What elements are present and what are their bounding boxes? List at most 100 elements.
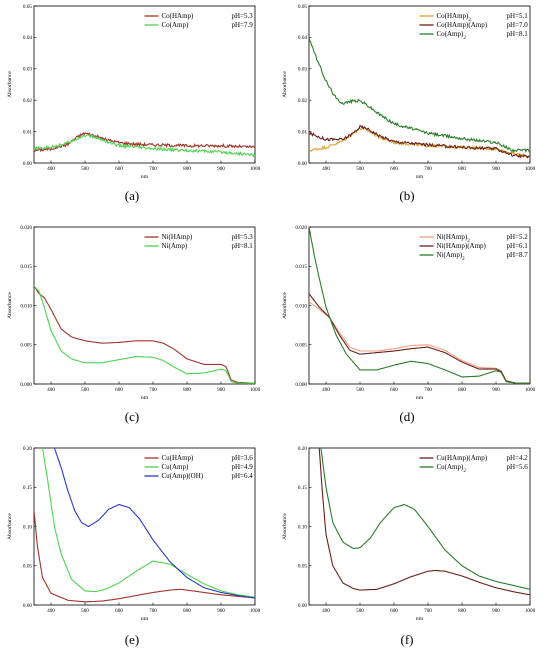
y-tick-label: 0.15: [23, 485, 32, 491]
chart-panel-c: 400 500 600 700 800 900 1000 0.000 0.005 0.010 0.0…: [0, 221, 275, 439]
x-axis-label: nm: [141, 174, 149, 180]
x-tick-label: 1000: [525, 387, 536, 393]
x-tick-label: 600: [115, 387, 123, 393]
y-tick-label: 0.05: [23, 4, 32, 10]
y-tick-label: 0.010: [20, 303, 32, 309]
series-line-3: [53, 448, 255, 599]
y-tick-label: 0.03: [23, 67, 32, 73]
series-line-2: [34, 133, 255, 158]
series-line-2: [34, 285, 255, 384]
legend-label: Co(HAmp)2: [437, 12, 472, 23]
plot-frame: [308, 5, 531, 164]
x-tick-label: 900: [217, 166, 225, 172]
legend-label: Co(HAmp): [162, 12, 195, 20]
x-tick-label: 600: [115, 166, 123, 172]
series-line-2: [320, 448, 530, 590]
chart-panel-b: 400 500 600 700 800 900 1000 0.00 0.01 0.02 0.03 0.…: [275, 0, 550, 218]
y-axis-label: Absorbance: [7, 292, 13, 319]
series-line-3: [309, 227, 530, 384]
x-tick-label: 900: [217, 387, 225, 393]
y-axis-label: Absorbance: [7, 71, 13, 98]
x-axis-label: nm: [141, 395, 149, 401]
y-tick-label: 0.00: [298, 603, 307, 609]
series-line-1: [34, 510, 255, 603]
x-tick-label: 800: [458, 166, 466, 172]
legend-label: Cu(HAmp)(Amp): [437, 454, 488, 462]
y-tick-label: 0.02: [23, 98, 32, 104]
legend-label: Ni(HAmp): [162, 233, 193, 241]
x-tick-label: 600: [390, 166, 398, 172]
x-tick-label: 400: [47, 166, 55, 172]
y-tick-label: 0.03: [298, 67, 307, 73]
chart-c: 400 500 600 700 800 900 1000 0.000 0.005 0.010 0.0…: [7, 225, 261, 401]
caption-c: (c): [124, 409, 140, 424]
legend-label: Co(Amp): [162, 21, 190, 29]
y-tick-label: 0.010: [295, 303, 307, 309]
legend-label: Cu(Amp): [162, 463, 190, 471]
y-axis-label: Absorbance: [282, 292, 288, 319]
y-tick-label: 0.10: [23, 524, 32, 530]
legend-ph: pH=8.1: [232, 242, 254, 250]
y-tick-label: 0.04: [23, 35, 32, 41]
x-tick-label: 1000: [250, 387, 261, 393]
x-tick-label: 400: [47, 387, 55, 393]
y-tick-label: 0.020: [20, 225, 32, 231]
legend-ph: pH=6.4: [232, 472, 254, 480]
legend-label: Co(Amp)2: [437, 30, 467, 41]
y-axis-label: Absorbance: [7, 513, 13, 540]
x-tick-label: 800: [458, 608, 466, 614]
legend-ph: pH=5.3: [232, 12, 254, 20]
y-tick-label: 0.020: [295, 225, 307, 231]
plot-frame: [33, 226, 256, 385]
x-tick-label: 500: [81, 166, 89, 172]
y-tick-label: 0.015: [20, 264, 32, 270]
chart-a: 400 500 600 700 800 900 1000 0.00 0.01 0.02 0.03 0.…: [7, 4, 261, 180]
x-tick-label: 1000: [250, 608, 261, 614]
x-tick-label: 1000: [250, 166, 261, 172]
legend-ph: pH=4.2: [507, 454, 529, 462]
x-tick-label: 400: [322, 387, 330, 393]
chart-f: 400 500 600 700 800 900 1000 0.00 0.05 0.10 0.15 0.…: [282, 446, 536, 622]
legend-label: Cu(Amp)2: [437, 463, 467, 474]
y-tick-label: 0.000: [20, 382, 32, 388]
x-tick-label: 1000: [525, 166, 536, 172]
x-tick-label: 500: [81, 608, 89, 614]
x-tick-label: 900: [492, 166, 500, 172]
x-tick-label: 600: [390, 387, 398, 393]
x-tick-label: 500: [356, 387, 364, 393]
chart-b: 400 500 600 700 800 900 1000 0.00 0.01 0.02 0.03 0.…: [282, 4, 536, 180]
plot-frame: [33, 5, 256, 164]
series-line-3: [309, 37, 530, 154]
series-line-1: [309, 301, 530, 384]
y-axis-label: Absorbance: [282, 513, 288, 540]
y-tick-label: 0.15: [298, 485, 307, 491]
legend-ph: pH=5.6: [507, 463, 529, 471]
x-axis-label: nm: [141, 616, 149, 622]
y-tick-label: 0.10: [298, 524, 307, 530]
legend-ph: pH=5.2: [507, 233, 529, 241]
y-axis-label: Absorbance: [282, 71, 288, 98]
x-tick-label: 500: [356, 608, 364, 614]
y-tick-label: 0.02: [298, 98, 307, 104]
chart-panel-d: 400 500 600 700 800 900 1000 0.000 0.005 0.010 0.0…: [275, 221, 550, 439]
legend-ph: pH=4.9: [232, 463, 254, 471]
caption-d: (d): [399, 409, 415, 424]
series-line-2: [309, 293, 530, 384]
chart-panel-f: 400 500 600 700 800 900 1000 0.00 0.05 0.10 0.15 0.…: [275, 442, 550, 659]
x-axis-label: nm: [416, 395, 424, 401]
legend-label: Ni(HAmp)2: [437, 233, 471, 244]
y-tick-label: 0.00: [23, 161, 32, 167]
y-tick-label: 0.005: [295, 343, 307, 349]
x-tick-label: 800: [183, 387, 191, 393]
y-tick-label: 0.20: [298, 446, 307, 452]
x-tick-label: 900: [492, 387, 500, 393]
caption-f: (f): [400, 632, 414, 647]
legend-label: Cu(HAmp): [162, 454, 195, 462]
legend-ph: pH=5.1: [507, 12, 529, 20]
y-tick-label: 0.05: [298, 4, 307, 10]
legend-label: Cu(Amp)(OH): [162, 472, 204, 480]
caption-e: (e): [124, 632, 140, 647]
x-tick-label: 1000: [525, 608, 536, 614]
y-tick-label: 0.015: [295, 264, 307, 270]
x-tick-label: 700: [149, 387, 157, 393]
